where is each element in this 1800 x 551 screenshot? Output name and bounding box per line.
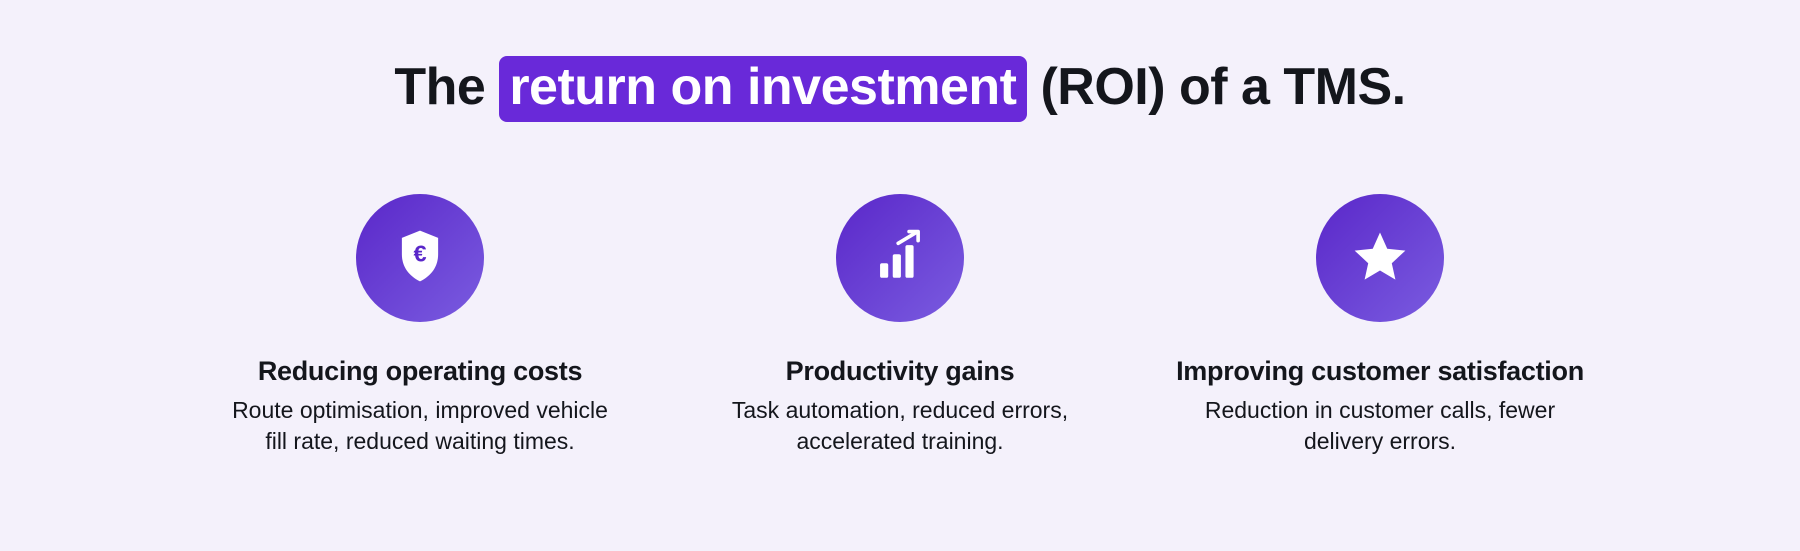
euro-shield-icon: € — [391, 227, 449, 290]
card-customer-satisfaction: Improving customer satisfaction Reductio… — [1170, 194, 1590, 457]
star-icon — [1351, 227, 1409, 290]
icon-circle: € — [356, 194, 484, 322]
card-productivity: Productivity gains Task automation, redu… — [690, 194, 1110, 457]
card-description: Route optimisation, improved vehicle fil… — [220, 395, 620, 457]
card-description: Task automation, reduced errors, acceler… — [700, 395, 1100, 457]
card-title: Productivity gains — [786, 356, 1015, 387]
page-headline: The return on investment (ROI) of a TMS. — [394, 56, 1405, 122]
card-title: Improving customer satisfaction — [1176, 356, 1584, 387]
headline-highlight: return on investment — [499, 56, 1026, 122]
card-description: Reduction in customer calls, fewer deliv… — [1180, 395, 1580, 457]
chart-growth-icon — [871, 227, 929, 290]
icon-circle — [1316, 194, 1444, 322]
headline-part2: (ROI) of a TMS. — [1027, 58, 1406, 116]
svg-text:€: € — [413, 240, 426, 266]
cards-row: € Reducing operating costs Route optimis… — [210, 194, 1590, 457]
icon-circle — [836, 194, 964, 322]
card-reducing-costs: € Reducing operating costs Route optimis… — [210, 194, 630, 457]
headline-part1: The — [394, 58, 499, 116]
card-title: Reducing operating costs — [258, 356, 582, 387]
